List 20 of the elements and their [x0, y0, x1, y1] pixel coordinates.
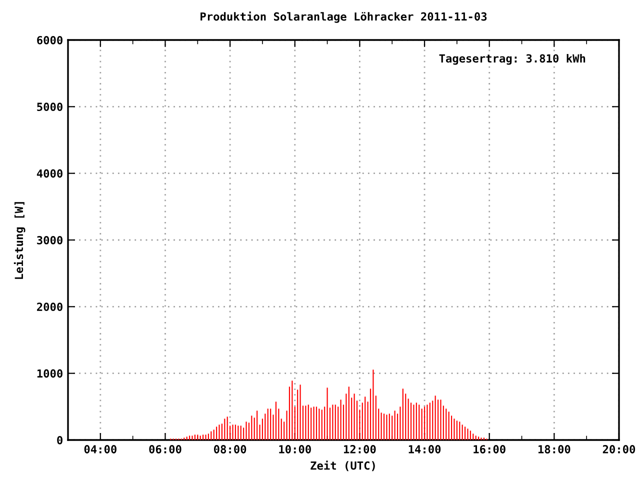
- y-tick-label: 4000: [36, 169, 62, 178]
- x-tick-label: 06:00: [149, 445, 182, 454]
- x-tick-label: 18:00: [538, 445, 570, 454]
- x-tick-label: 04:00: [84, 445, 116, 454]
- x-tick-label: 16:00: [474, 445, 506, 454]
- y-tick-label: 2000: [37, 302, 62, 312]
- x-tick-label: 10:00: [279, 445, 311, 454]
- x-tick-label: 20:00: [602, 445, 636, 454]
- y-tick-label: 3000: [37, 236, 62, 244]
- x-axis-title: Zeit (UTC): [310, 460, 375, 472]
- y-tick-label: 1000: [37, 369, 62, 378]
- y-tick-label: 5000: [37, 102, 62, 112]
- x-tick-label: 14:00: [408, 445, 441, 454]
- chart-title: Produktion Solaranlage Löhracker 2011-11-03: [200, 12, 487, 23]
- x-tick-label: 08:00: [214, 445, 246, 454]
- y-tick-label: 6000: [37, 36, 62, 44]
- x-tick-label: 12:00: [344, 445, 376, 454]
- y-axis-title: Leistung [W]: [14, 202, 26, 279]
- annotation: Tagesertrag: 3.810 kWh: [439, 54, 586, 65]
- y-tick-label: 0: [57, 436, 62, 444]
